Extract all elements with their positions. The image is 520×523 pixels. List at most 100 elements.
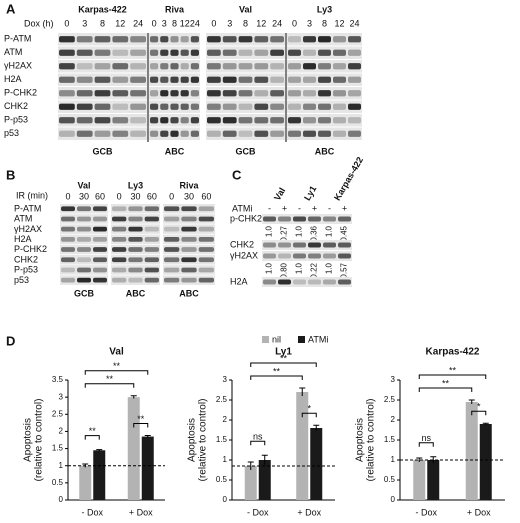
- treatment-state: +: [282, 203, 287, 213]
- blot-band: [318, 36, 331, 43]
- blot-band: [170, 103, 179, 110]
- significance-label: ns: [421, 433, 431, 443]
- row-label: P-p53: [14, 265, 38, 275]
- error-bar: [261, 454, 268, 465]
- y-axis-label: Apoptosis: [355, 418, 366, 462]
- blot-band: [112, 247, 127, 252]
- blot-band: [308, 279, 321, 285]
- blot-band: [180, 117, 189, 124]
- blot-band: [170, 76, 179, 83]
- subtype: ABC: [126, 288, 146, 298]
- blot-band: [288, 117, 301, 124]
- blot-band: [318, 130, 331, 137]
- row-label: H2A: [4, 74, 22, 84]
- significance-label: **: [89, 426, 97, 436]
- row-label: H2A: [230, 276, 248, 286]
- y-tick-label: 3: [223, 375, 228, 384]
- row-label: P-CHK2: [14, 244, 47, 254]
- quantification: 0.36: [310, 225, 319, 241]
- row-label: ATM: [4, 47, 22, 57]
- y-axis-label: (relative to control): [366, 399, 377, 482]
- blot-band: [94, 103, 111, 110]
- blot-band: [254, 63, 269, 70]
- blot-band: [160, 103, 169, 110]
- blot-band: [288, 76, 301, 83]
- blot-band: [303, 117, 316, 124]
- blot-band: [128, 277, 143, 283]
- significance-label: **: [273, 366, 281, 376]
- timepoint: 12: [334, 18, 344, 28]
- blot-band: [333, 130, 346, 137]
- chart-title: Val: [109, 347, 124, 358]
- time-label: Dox (h): [24, 18, 54, 28]
- blot-band: [61, 277, 75, 283]
- blot-band: [112, 257, 127, 263]
- blot-band: [93, 206, 107, 212]
- blot-band: [348, 76, 361, 83]
- blot-band: [318, 90, 331, 97]
- blot-band: [94, 49, 111, 56]
- blot-band: [61, 267, 75, 273]
- blot-band: [170, 36, 179, 43]
- bar: [244, 466, 257, 500]
- blot-band: [128, 247, 143, 252]
- blot-band: [180, 130, 189, 137]
- blot-band: [181, 236, 197, 242]
- bar: [127, 397, 140, 500]
- significance-bracket: [84, 435, 100, 440]
- significance-label: *: [477, 402, 481, 412]
- blot-band: [112, 36, 129, 43]
- blot-band: [318, 49, 331, 56]
- blot-band: [150, 103, 159, 110]
- blot-band: [160, 130, 169, 137]
- blot-band: [207, 36, 221, 43]
- cell-line: Ly3: [317, 4, 332, 14]
- blot-band: [144, 257, 159, 263]
- blot-band: [61, 206, 75, 212]
- significance-bracket: [250, 440, 266, 446]
- x-tick-label: - Dox: [415, 507, 437, 517]
- bar: [141, 436, 154, 500]
- blot-band: [150, 63, 159, 70]
- blot-band: [270, 63, 284, 70]
- blot-band: [288, 90, 301, 97]
- blot-band: [59, 130, 75, 137]
- blot-band: [94, 117, 111, 124]
- blot-band: [238, 130, 253, 137]
- blot-band: [207, 49, 221, 56]
- x-tick-label: + Dox: [129, 507, 153, 517]
- row-label: CHK2: [230, 239, 254, 249]
- timepoint: 8: [243, 18, 248, 28]
- blot-band: [190, 49, 199, 56]
- blot-band: [76, 130, 93, 137]
- x-tick-label: + Dox: [297, 507, 321, 517]
- blot-band: [112, 130, 129, 137]
- blot-band: [288, 36, 301, 43]
- time-label: IR (min): [16, 190, 48, 200]
- panel-label: A: [6, 1, 16, 16]
- blot-band: [181, 206, 197, 212]
- blot-band: [164, 257, 180, 263]
- blot-band: [348, 130, 361, 137]
- blot-band: [61, 236, 75, 242]
- blot-band: [303, 36, 316, 43]
- blot-band: [333, 117, 346, 124]
- blot-band: [181, 277, 197, 283]
- blot-band: [130, 63, 146, 70]
- blot-band: [128, 206, 143, 212]
- error-bar: [313, 424, 320, 431]
- treatment-state: +: [312, 203, 317, 213]
- blot-band: [170, 90, 179, 97]
- blot-band: [222, 90, 237, 97]
- blot-band: [181, 216, 197, 222]
- blot-band: [112, 76, 129, 83]
- blot-band: [348, 36, 361, 43]
- blot-band: [93, 247, 107, 252]
- blot-band: [270, 103, 284, 110]
- significance-label: *: [307, 404, 311, 414]
- blot-band: [130, 103, 146, 110]
- quantification: 0.57: [340, 262, 349, 278]
- blot-band: [160, 63, 169, 70]
- blot-band: [338, 216, 351, 222]
- blot-band: [190, 90, 199, 97]
